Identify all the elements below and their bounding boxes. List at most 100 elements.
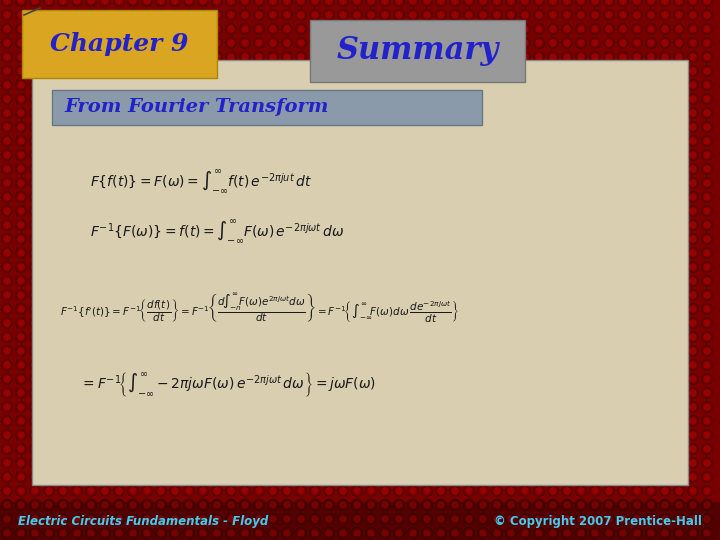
Circle shape <box>522 12 528 18</box>
Circle shape <box>366 500 377 510</box>
Circle shape <box>197 514 209 524</box>
Circle shape <box>505 500 516 510</box>
Circle shape <box>326 376 332 382</box>
Circle shape <box>312 180 318 186</box>
Circle shape <box>32 264 38 270</box>
Circle shape <box>284 306 290 312</box>
Circle shape <box>88 516 94 522</box>
Circle shape <box>396 292 402 298</box>
Circle shape <box>43 429 55 441</box>
Circle shape <box>606 110 612 116</box>
Circle shape <box>58 136 68 146</box>
Circle shape <box>102 292 108 298</box>
Circle shape <box>270 376 276 382</box>
Circle shape <box>340 292 346 298</box>
Circle shape <box>71 0 83 6</box>
Circle shape <box>354 446 360 452</box>
Circle shape <box>225 457 236 469</box>
Circle shape <box>43 402 55 413</box>
Circle shape <box>396 0 402 4</box>
Circle shape <box>449 303 461 314</box>
Circle shape <box>660 150 670 160</box>
Circle shape <box>312 236 318 242</box>
Circle shape <box>242 404 248 410</box>
Circle shape <box>116 530 122 536</box>
Circle shape <box>60 194 66 200</box>
Circle shape <box>562 178 572 188</box>
Circle shape <box>242 82 248 88</box>
Circle shape <box>242 306 248 312</box>
Circle shape <box>477 457 488 469</box>
Circle shape <box>86 457 96 469</box>
Circle shape <box>32 208 38 214</box>
Circle shape <box>312 432 318 438</box>
Circle shape <box>368 334 374 340</box>
Circle shape <box>477 388 488 399</box>
Circle shape <box>130 250 136 256</box>
Circle shape <box>634 166 640 172</box>
Circle shape <box>690 236 696 242</box>
Circle shape <box>618 178 629 188</box>
Circle shape <box>270 96 276 102</box>
Circle shape <box>253 219 264 231</box>
Circle shape <box>256 222 262 228</box>
Circle shape <box>564 152 570 158</box>
Circle shape <box>590 10 600 21</box>
Circle shape <box>505 415 516 427</box>
Circle shape <box>240 485 251 496</box>
Circle shape <box>421 318 433 328</box>
Circle shape <box>562 514 572 524</box>
Circle shape <box>394 443 405 455</box>
Circle shape <box>158 264 164 270</box>
Circle shape <box>142 192 153 202</box>
Circle shape <box>127 332 138 342</box>
Circle shape <box>58 275 68 287</box>
Circle shape <box>184 346 194 356</box>
Circle shape <box>225 51 236 63</box>
Circle shape <box>130 138 136 144</box>
Circle shape <box>492 24 503 35</box>
Circle shape <box>242 446 248 452</box>
Circle shape <box>620 502 626 508</box>
Circle shape <box>466 362 472 368</box>
Circle shape <box>197 500 209 510</box>
Circle shape <box>466 474 472 480</box>
Circle shape <box>18 348 24 354</box>
Circle shape <box>16 388 27 399</box>
Circle shape <box>606 516 612 522</box>
Circle shape <box>492 514 503 524</box>
Circle shape <box>520 500 531 510</box>
Circle shape <box>130 194 136 200</box>
Circle shape <box>603 10 614 21</box>
Circle shape <box>256 208 262 214</box>
Circle shape <box>690 40 696 46</box>
Circle shape <box>86 528 96 538</box>
Circle shape <box>379 457 390 469</box>
Circle shape <box>323 528 335 538</box>
Circle shape <box>449 443 461 455</box>
Circle shape <box>606 418 612 424</box>
Circle shape <box>648 138 654 144</box>
Circle shape <box>351 528 362 538</box>
Circle shape <box>184 374 194 384</box>
Circle shape <box>298 502 304 508</box>
Circle shape <box>186 516 192 522</box>
Circle shape <box>396 222 402 228</box>
Circle shape <box>114 457 125 469</box>
Circle shape <box>618 500 629 510</box>
Circle shape <box>18 54 24 60</box>
Circle shape <box>550 474 556 480</box>
Circle shape <box>421 500 433 510</box>
Circle shape <box>536 516 542 522</box>
Circle shape <box>186 362 192 368</box>
Circle shape <box>46 292 52 298</box>
Circle shape <box>16 0 27 6</box>
Circle shape <box>71 275 83 287</box>
Circle shape <box>43 318 55 328</box>
Circle shape <box>116 222 122 228</box>
Circle shape <box>225 219 236 231</box>
Circle shape <box>410 320 416 326</box>
Circle shape <box>172 446 178 452</box>
Circle shape <box>46 236 52 242</box>
Circle shape <box>184 24 194 35</box>
